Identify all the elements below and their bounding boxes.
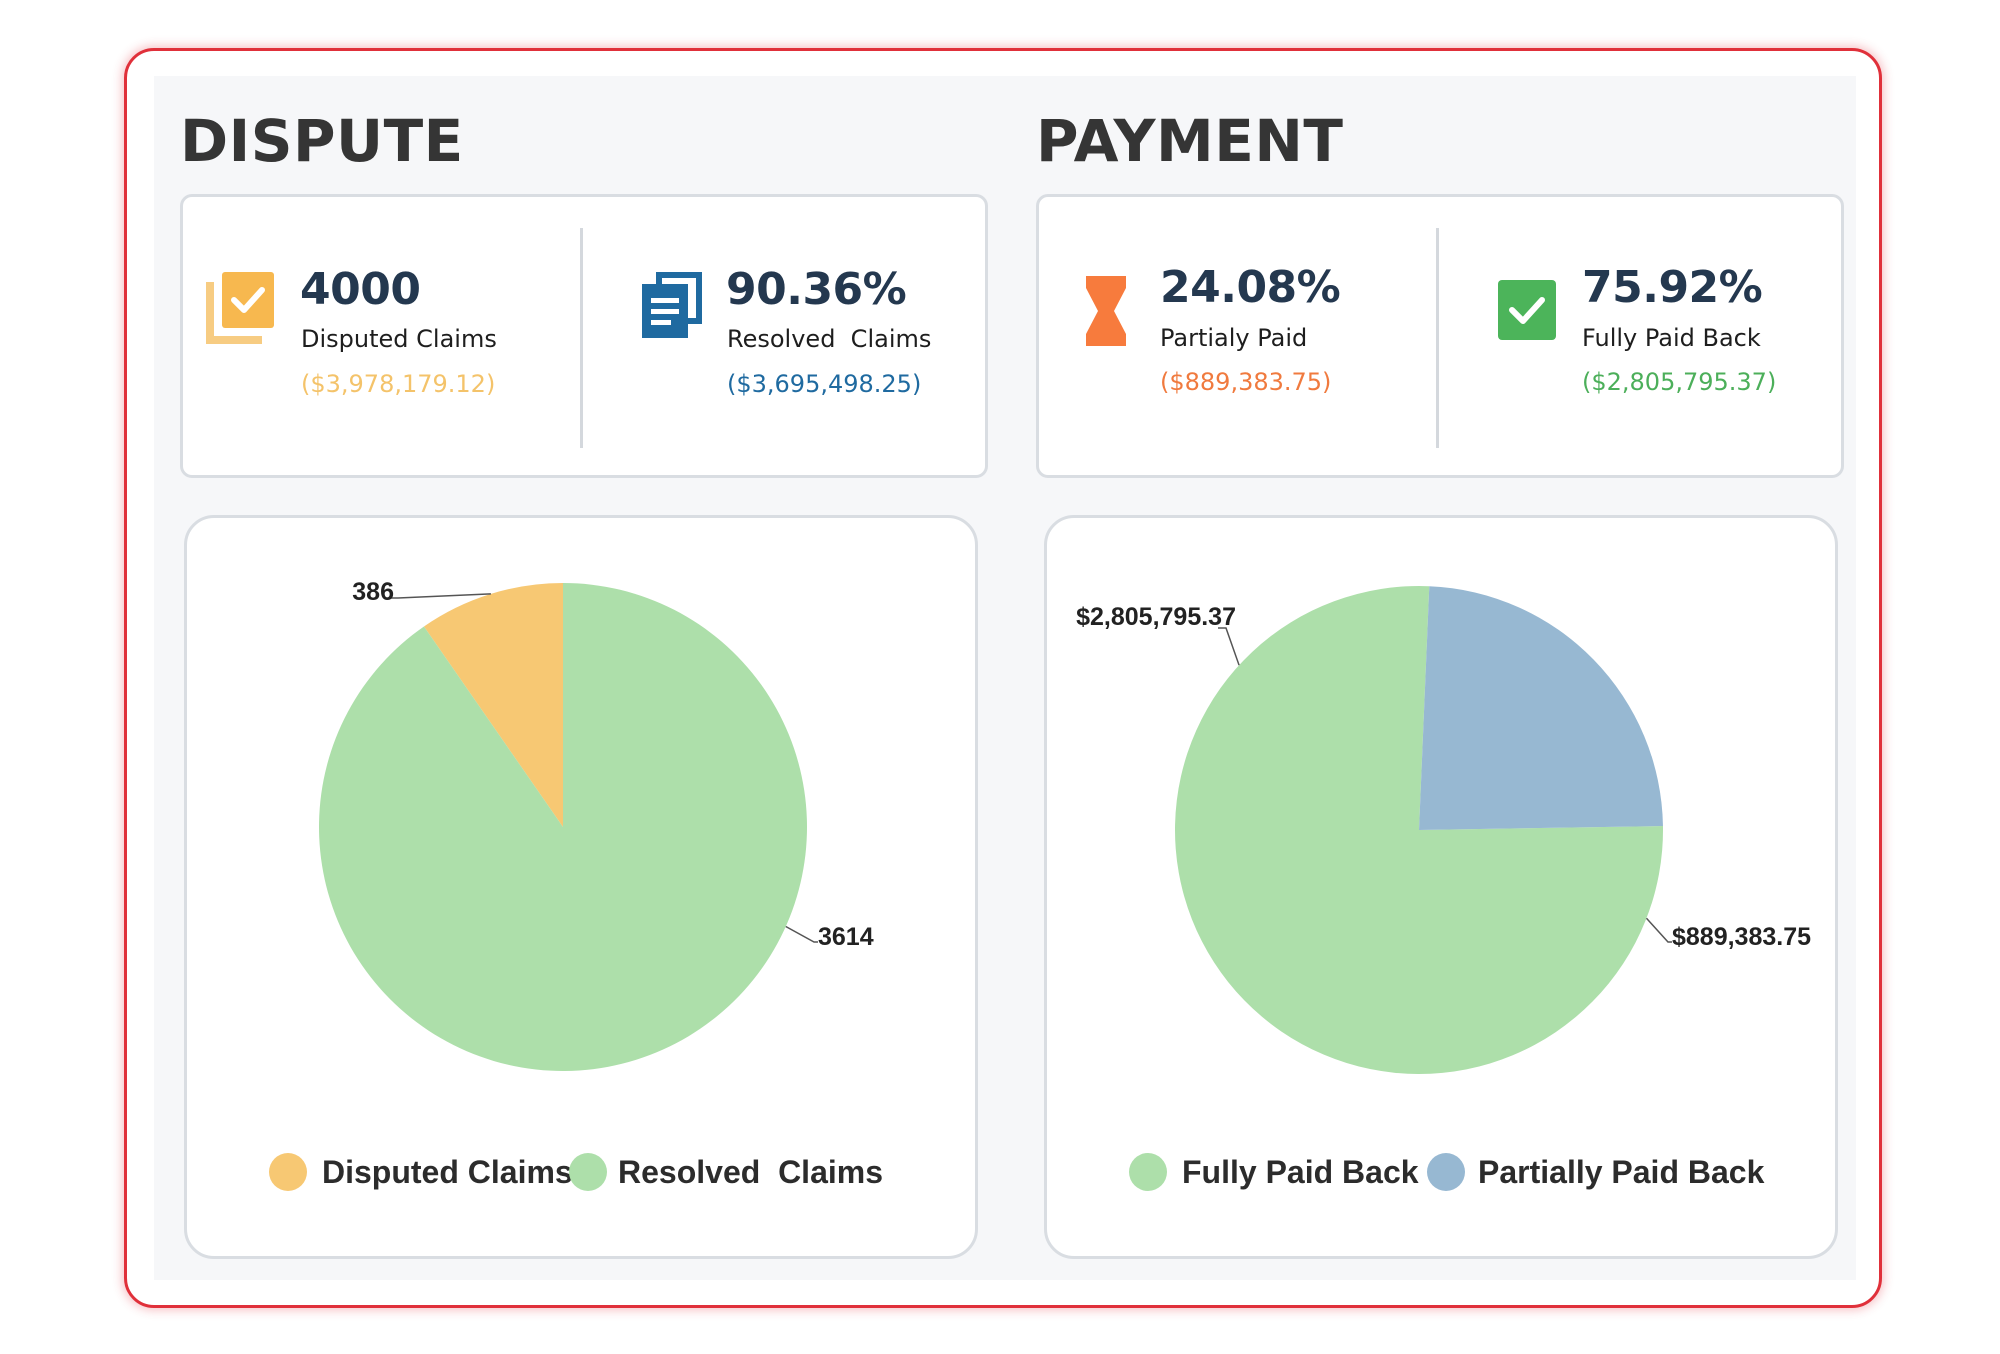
- payment-kpi-card: [1036, 194, 1844, 478]
- partially-paid-value: 24.08%: [1160, 262, 1341, 313]
- disputed-claims-value: 4000: [300, 264, 421, 315]
- legend-label[interactable]: Disputed Claims: [322, 1154, 573, 1190]
- checked-documents-icon: [206, 272, 274, 344]
- data-label-leader: [390, 593, 491, 599]
- data-label-leader: [1645, 917, 1672, 943]
- partially-paid-label: Partialy Paid: [1160, 324, 1308, 352]
- partially-paid-amount: ($889,383.75): [1160, 368, 1332, 396]
- legend-label[interactable]: Resolved Claims: [618, 1154, 883, 1190]
- data-label-leader: [785, 925, 818, 943]
- payment-title: PAYMENT: [1036, 107, 1344, 175]
- dispute-title: DISPUTE: [180, 107, 464, 175]
- resolved-claims-label: Resolved Claims: [727, 325, 932, 353]
- legend-swatch[interactable]: [269, 1153, 307, 1191]
- disputed-claims-label: Disputed Claims: [301, 325, 497, 353]
- legend-label[interactable]: Fully Paid Back: [1182, 1154, 1419, 1190]
- pie-slice[interactable]: [319, 583, 807, 1071]
- fully-paid-value: 75.92%: [1582, 262, 1763, 313]
- fully-paid-label: Fully Paid Back: [1582, 324, 1761, 352]
- data-label: $889,383.75: [1672, 923, 1811, 951]
- checkmark-icon: [1498, 280, 1556, 340]
- legend-label[interactable]: Partially Paid Back: [1478, 1154, 1765, 1190]
- payment-kpi-divider: [1436, 228, 1439, 448]
- resolved-claims-amount: ($3,695,498.25): [727, 370, 922, 398]
- data-label: 3614: [818, 923, 874, 951]
- dispute-kpi-divider: [580, 228, 583, 448]
- data-label: 386: [352, 578, 394, 606]
- documents-icon: [642, 272, 702, 338]
- pie-slice[interactable]: [1419, 586, 1663, 830]
- hourglass-icon: [1086, 276, 1126, 346]
- fully-paid-amount: ($2,805,795.37): [1582, 368, 1777, 396]
- legend-swatch[interactable]: [569, 1153, 607, 1191]
- disputed-claims-amount: ($3,978,179.12): [301, 370, 496, 398]
- resolved-claims-value: 90.36%: [726, 264, 907, 315]
- data-label: $2,805,795.37: [1076, 603, 1236, 631]
- pie-slice[interactable]: [423, 583, 563, 827]
- dispute-kpi-card: [180, 194, 988, 478]
- data-label-leader: [1218, 627, 1240, 666]
- legend-swatch[interactable]: [1129, 1153, 1167, 1191]
- legend-swatch[interactable]: [1427, 1153, 1465, 1191]
